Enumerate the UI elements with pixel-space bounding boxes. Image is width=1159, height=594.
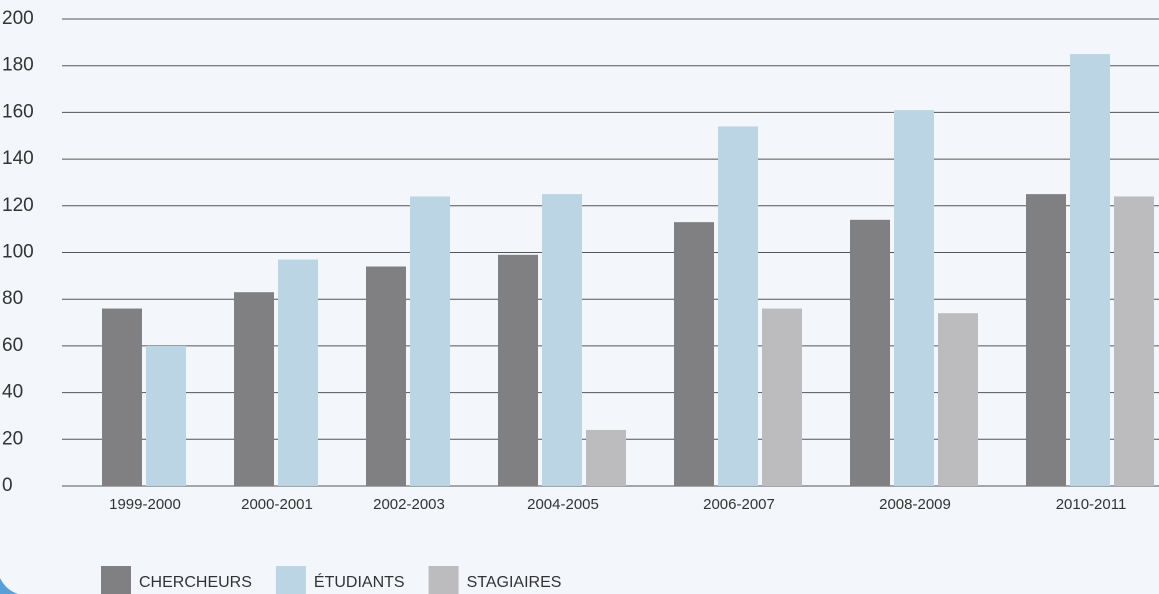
bar	[894, 110, 934, 486]
bar	[410, 196, 450, 486]
bar	[278, 259, 318, 486]
bar	[498, 254, 538, 486]
bar	[1070, 54, 1110, 487]
bar	[102, 308, 142, 486]
bar	[1026, 194, 1066, 486]
corner-decoration	[0, 578, 18, 594]
y-tick-label: 140	[2, 148, 34, 169]
bar	[586, 429, 626, 486]
bar	[146, 345, 186, 486]
y-tick-label: 100	[2, 242, 34, 263]
bar	[234, 292, 274, 486]
bar	[542, 194, 582, 486]
y-tick-label: 80	[2, 288, 23, 309]
x-tick-label: 2000-2001	[241, 496, 313, 513]
bar	[674, 222, 714, 486]
legend-label: ÉTUDIANTS	[314, 572, 405, 591]
bar	[938, 313, 978, 486]
x-tick-label: 2004-2005	[527, 496, 599, 513]
bar	[366, 266, 406, 486]
y-tick-label: 0	[2, 475, 13, 496]
x-tick-label: 2002-2003	[373, 496, 445, 513]
legend-swatch	[101, 566, 131, 594]
y-tick-label: 160	[2, 101, 34, 122]
y-tick-label: 40	[2, 382, 23, 403]
bar	[762, 308, 802, 486]
y-tick-label: 20	[2, 428, 23, 449]
legend-label: STAGIAIRES	[467, 574, 562, 591]
legend-swatch	[428, 566, 459, 594]
legend-swatch	[275, 566, 306, 594]
y-tick-label: 200	[2, 8, 34, 29]
x-tick-label: 1999-2000	[109, 496, 181, 513]
bar	[1114, 196, 1154, 486]
y-tick-label: 120	[2, 195, 34, 216]
bar	[718, 126, 758, 486]
y-tick-label: 60	[2, 335, 23, 356]
x-tick-label: 2006-2007	[703, 496, 775, 513]
x-tick-label: 2010-2011	[1056, 496, 1127, 513]
y-tick-label: 180	[2, 55, 34, 76]
bar	[850, 219, 890, 486]
legend-label: CHERCHEURS	[139, 574, 252, 591]
x-tick-label: 2008-2009	[879, 496, 951, 513]
